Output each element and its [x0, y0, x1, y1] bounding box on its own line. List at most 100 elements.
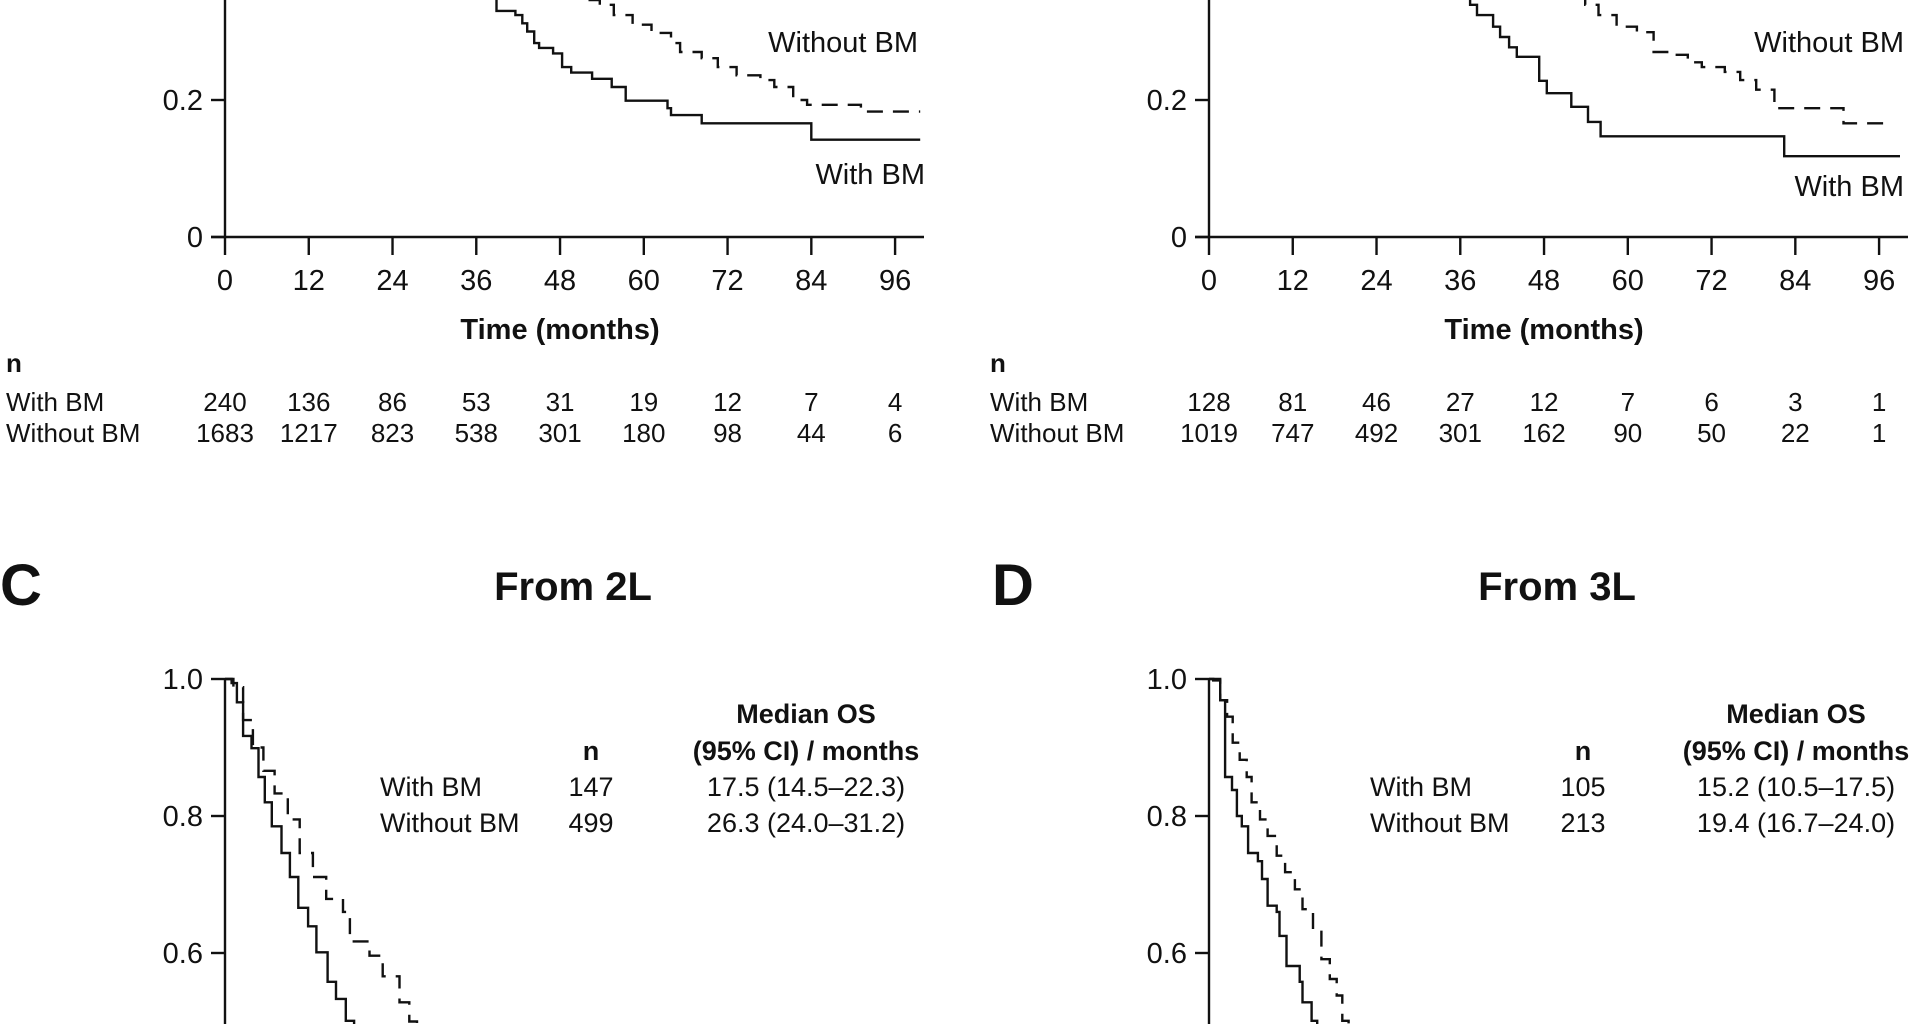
- panel-b-risk-value: 50: [1697, 418, 1726, 448]
- panel-a-x-tick-label: 72: [711, 265, 743, 297]
- panel-a-risk-value: 44: [797, 418, 826, 448]
- panel-a-x-tick-label: 0: [217, 265, 233, 297]
- panel-b-curve-without-bm: [1584, 0, 1891, 125]
- panel-c-legend: Median OS n (95% CI) / months With BM 147 17.…: [380, 699, 919, 838]
- panel-a-risk-value: 31: [546, 387, 575, 417]
- panel-a-curve-label-without-bm: Without BM: [768, 27, 918, 59]
- panel-c-y-tick-label: 0.6: [163, 938, 203, 970]
- panel-b-risk-value: 162: [1522, 418, 1565, 448]
- panel-d-y-tick-label: 0.6: [1147, 938, 1187, 970]
- panel-d-legend-median-header: Median OS: [1726, 699, 1866, 729]
- panel-b-risk-value: 81: [1278, 387, 1307, 417]
- panel-a-x-axis-title: Time (months): [460, 314, 659, 346]
- panel-a-risk-row-label: Without BM: [6, 418, 140, 448]
- panel-b-risk-value: 747: [1271, 418, 1314, 448]
- panel-b-risk-value: 301: [1439, 418, 1482, 448]
- panel-a: 0.20Survival probability0122436486072849…: [6, 0, 925, 448]
- panel-b-risk-value: 128: [1187, 387, 1230, 417]
- panel-a-risk-value: 6: [888, 418, 902, 448]
- panel-d-legend-row-label: Without BM: [1370, 808, 1510, 838]
- panel-c-y-tick-label: 0.8: [163, 801, 203, 833]
- panel-a-risk-row-label: With BM: [6, 387, 104, 417]
- panel-b-risk-value: 27: [1446, 387, 1475, 417]
- panel-b-risk-value: 12: [1530, 387, 1559, 417]
- panel-b-x-tick-label: 84: [1779, 265, 1811, 297]
- panel-b-risk-value: 6: [1704, 387, 1718, 417]
- panel-b-risk-value: 22: [1781, 418, 1810, 448]
- panel-a-risk-value: 240: [203, 387, 246, 417]
- panel-b-risk-row-label: Without BM: [990, 418, 1124, 448]
- panel-a-curve-label-with-bm: With BM: [815, 159, 925, 191]
- panel-b-risk-value: 46: [1362, 387, 1391, 417]
- panel-a-y-tick-label: 0.2: [163, 85, 203, 117]
- panel-b-curve-label-without-bm: Without BM: [1754, 27, 1904, 59]
- panel-a-x-tick-label: 12: [293, 265, 325, 297]
- panel-a-risk-value: 19: [629, 387, 658, 417]
- panel-b-x-tick-label: 60: [1612, 265, 1644, 297]
- panel-d-legend-row-n: 105: [1560, 772, 1605, 802]
- panel-b-x-axis-title: Time (months): [1444, 314, 1643, 346]
- panel-d-legend-ci-header: (95% CI) / months: [1683, 736, 1910, 766]
- panel-a-risk-value: 98: [713, 418, 742, 448]
- panel-a-x-tick-label: 36: [460, 265, 492, 297]
- panel-a-risk-value: 4: [888, 387, 902, 417]
- panel-a-risk-value: 823: [371, 418, 414, 448]
- panel-c-legend-n-header: n: [583, 736, 600, 766]
- panel-a-curve-without-bm: [579, 0, 921, 113]
- panel-b-risk-row-label: With BM: [990, 387, 1088, 417]
- panel-c-curve-without-bm: [225, 677, 419, 1024]
- panel-b-x-tick-label: 0: [1201, 265, 1217, 297]
- panel-c-legend-row-median: 17.5 (14.5–22.3): [707, 772, 905, 802]
- panel-a-risk-header: n: [6, 348, 22, 378]
- panel-d-y-tick-label: 1.0: [1147, 664, 1187, 696]
- panel-a-risk-value: 538: [455, 418, 498, 448]
- panel-a-y-tick-label: 0: [187, 222, 203, 254]
- panel-b-risk-value: 492: [1355, 418, 1398, 448]
- panel-d-legend-n-header: n: [1575, 736, 1592, 766]
- panel-d-letter: D: [992, 553, 1034, 618]
- panel-d-legend-row-median: 15.2 (10.5–17.5): [1697, 772, 1895, 802]
- panel-d-curve-without-bm: [1209, 677, 1350, 1024]
- panel-d-curve-with-bm: [1209, 677, 1319, 1024]
- panel-a-risk-value: 86: [378, 387, 407, 417]
- panel-a-risk-value: 1683: [196, 418, 254, 448]
- panel-c-title: From 2L: [494, 565, 652, 609]
- panel-a-x-tick-label: 24: [376, 265, 408, 297]
- panel-a-risk-value: 180: [622, 418, 665, 448]
- panel-a-x-tick-label: 60: [628, 265, 660, 297]
- panel-a-curve-with-bm: [495, 0, 921, 141]
- panel-a-x-tick-label: 96: [879, 265, 911, 297]
- panel-b-risk-value: 7: [1621, 387, 1635, 417]
- panel-b-risk-value: 3: [1788, 387, 1802, 417]
- panel-c-y-tick-label: 1.0: [163, 664, 203, 696]
- panel-c-legend-row-label: With BM: [380, 772, 482, 802]
- panel-d-legend-row-label: With BM: [1370, 772, 1472, 802]
- panel-d-legend-row-n: 213: [1560, 808, 1605, 838]
- panel-c-legend-row-n: 499: [568, 808, 613, 838]
- panel-b: 0.20Survival probability0122436486072849…: [990, 0, 1908, 448]
- panel-a-risk-value: 1217: [280, 418, 338, 448]
- panel-b-risk-value: 1: [1872, 387, 1886, 417]
- panel-b-x-tick-label: 96: [1863, 265, 1895, 297]
- panel-d-legend-row-median: 19.4 (16.7–24.0): [1697, 808, 1895, 838]
- panel-a-risk-value: 12: [713, 387, 742, 417]
- panel-b-curve-with-bm: [1468, 0, 1900, 158]
- panel-b-curve-label-with-bm: With BM: [1794, 171, 1904, 203]
- panel-b-x-tick-label: 12: [1277, 265, 1309, 297]
- panel-a-risk-value: 7: [804, 387, 818, 417]
- panel-b-x-tick-label: 72: [1695, 265, 1727, 297]
- panel-a-x-tick-label: 48: [544, 265, 576, 297]
- panel-c-letter: C: [0, 553, 42, 618]
- panel-b-x-tick-label: 48: [1528, 265, 1560, 297]
- panel-c-legend-median-header: Median OS: [736, 699, 876, 729]
- panel-a-risk-value: 136: [287, 387, 330, 417]
- panel-c-legend-row-median: 26.3 (24.0–31.2): [707, 808, 905, 838]
- panel-d-y-tick-label: 0.8: [1147, 801, 1187, 833]
- panel-b-risk-header: n: [990, 348, 1006, 378]
- panel-d-legend: Median OS n (95% CI) / months With BM 105 15.…: [1370, 699, 1909, 838]
- panel-b-risk-value: 1019: [1180, 418, 1238, 448]
- panel-b-y-tick-label: 0.2: [1147, 85, 1187, 117]
